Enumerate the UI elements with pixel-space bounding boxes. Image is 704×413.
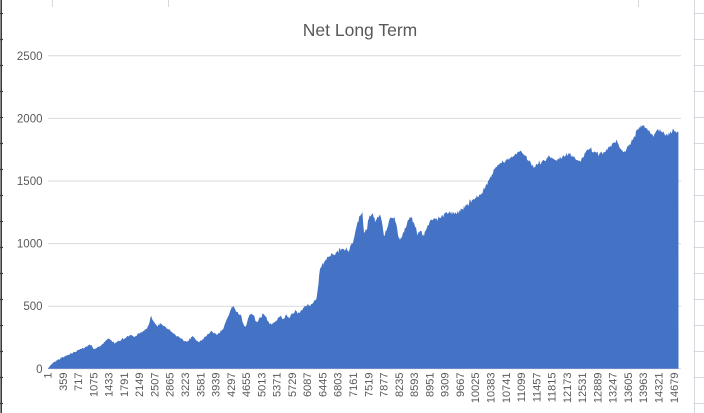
y-axis-labels: 0 500 1000 1500 2000 2500 [17,51,43,376]
x-axis-tick-label: 359 [58,373,70,391]
y-axis-tick-label: 1500 [17,176,43,188]
x-axis-tick-label: 3939 [211,373,223,397]
x-axis-tick-label: 13247 [608,373,620,404]
x-axis-tick-label: 4297 [226,373,238,397]
x-axis-tick-label: 6445 [318,373,330,397]
x-axis-tick-label: 4655 [241,373,253,397]
x-axis-tick-label: 14679 [669,373,681,404]
y-axis-tick-label: 1000 [17,239,43,251]
series-group[interactable] [48,124,679,369]
x-axis-tick-label: 3223 [180,373,192,397]
x-axis-tick-label: 12889 [592,373,604,404]
x-axis-tick-label: 7161 [348,373,360,397]
x-axis-tick-label: 11099 [516,373,528,403]
x-axis-tick-label: 8593 [409,373,421,397]
x-axis-tick-label: 1 [43,373,55,379]
x-axis-tick-label: 14321 [654,373,666,404]
x-axis-tick-label: 11457 [531,373,543,403]
x-axis-tick-label: 1075 [88,373,100,397]
x-axis-tick-label: 12173 [562,373,574,404]
x-axis-tick-label: 11815 [547,373,559,403]
x-axis-tick-label: 5371 [272,373,284,397]
x-axis-tick-label: 1433 [104,373,116,397]
area-series-net-long-term[interactable] [48,124,679,369]
x-axis-tick-label: 13605 [623,373,635,404]
x-axis-tick-label: 8951 [424,373,436,397]
x-axis-tick-label: 1791 [119,373,131,397]
y-axis-tick-label: 2500 [17,51,43,63]
x-axis-tick-label: 2149 [134,373,146,397]
chart-title[interactable]: Net Long Term [303,20,417,40]
x-axis-tick-label: 2865 [165,373,177,397]
x-axis-tick-label: 8235 [394,373,406,397]
x-axis-tick-label: 9309 [440,373,452,397]
x-axis-tick-label: 717 [73,373,85,391]
x-axis-tick-label: 6087 [302,373,314,397]
y-axis-tick-label: 2000 [17,113,43,125]
x-axis-tick-label: 9667 [455,373,467,397]
y-axis-tick-label: 500 [23,301,42,313]
x-axis-tick-label: 2507 [149,373,161,397]
x-axis-tick-label: 7519 [363,373,375,397]
x-axis-tick-label: 3581 [195,373,207,397]
x-axis-labels: 1 359 717 1075 1433 1791 2149 2507 2865 3223 3581 3… [43,373,681,404]
x-axis-tick-label: 5013 [256,373,268,397]
x-axis-tick-label: 5729 [287,373,299,397]
x-axis-tick-label: 6803 [333,373,345,397]
x-axis-tick-label: 10741 [501,373,513,404]
x-axis-tick-label: 13963 [638,373,650,404]
x-axis-tick-label: 10383 [486,373,498,404]
x-axis-tick-label: 12531 [577,373,589,404]
y-axis-tick-label: 0 [36,364,42,376]
x-axis-tick-label: 10025 [470,373,482,404]
x-axis-tick-label: 7877 [379,373,391,397]
